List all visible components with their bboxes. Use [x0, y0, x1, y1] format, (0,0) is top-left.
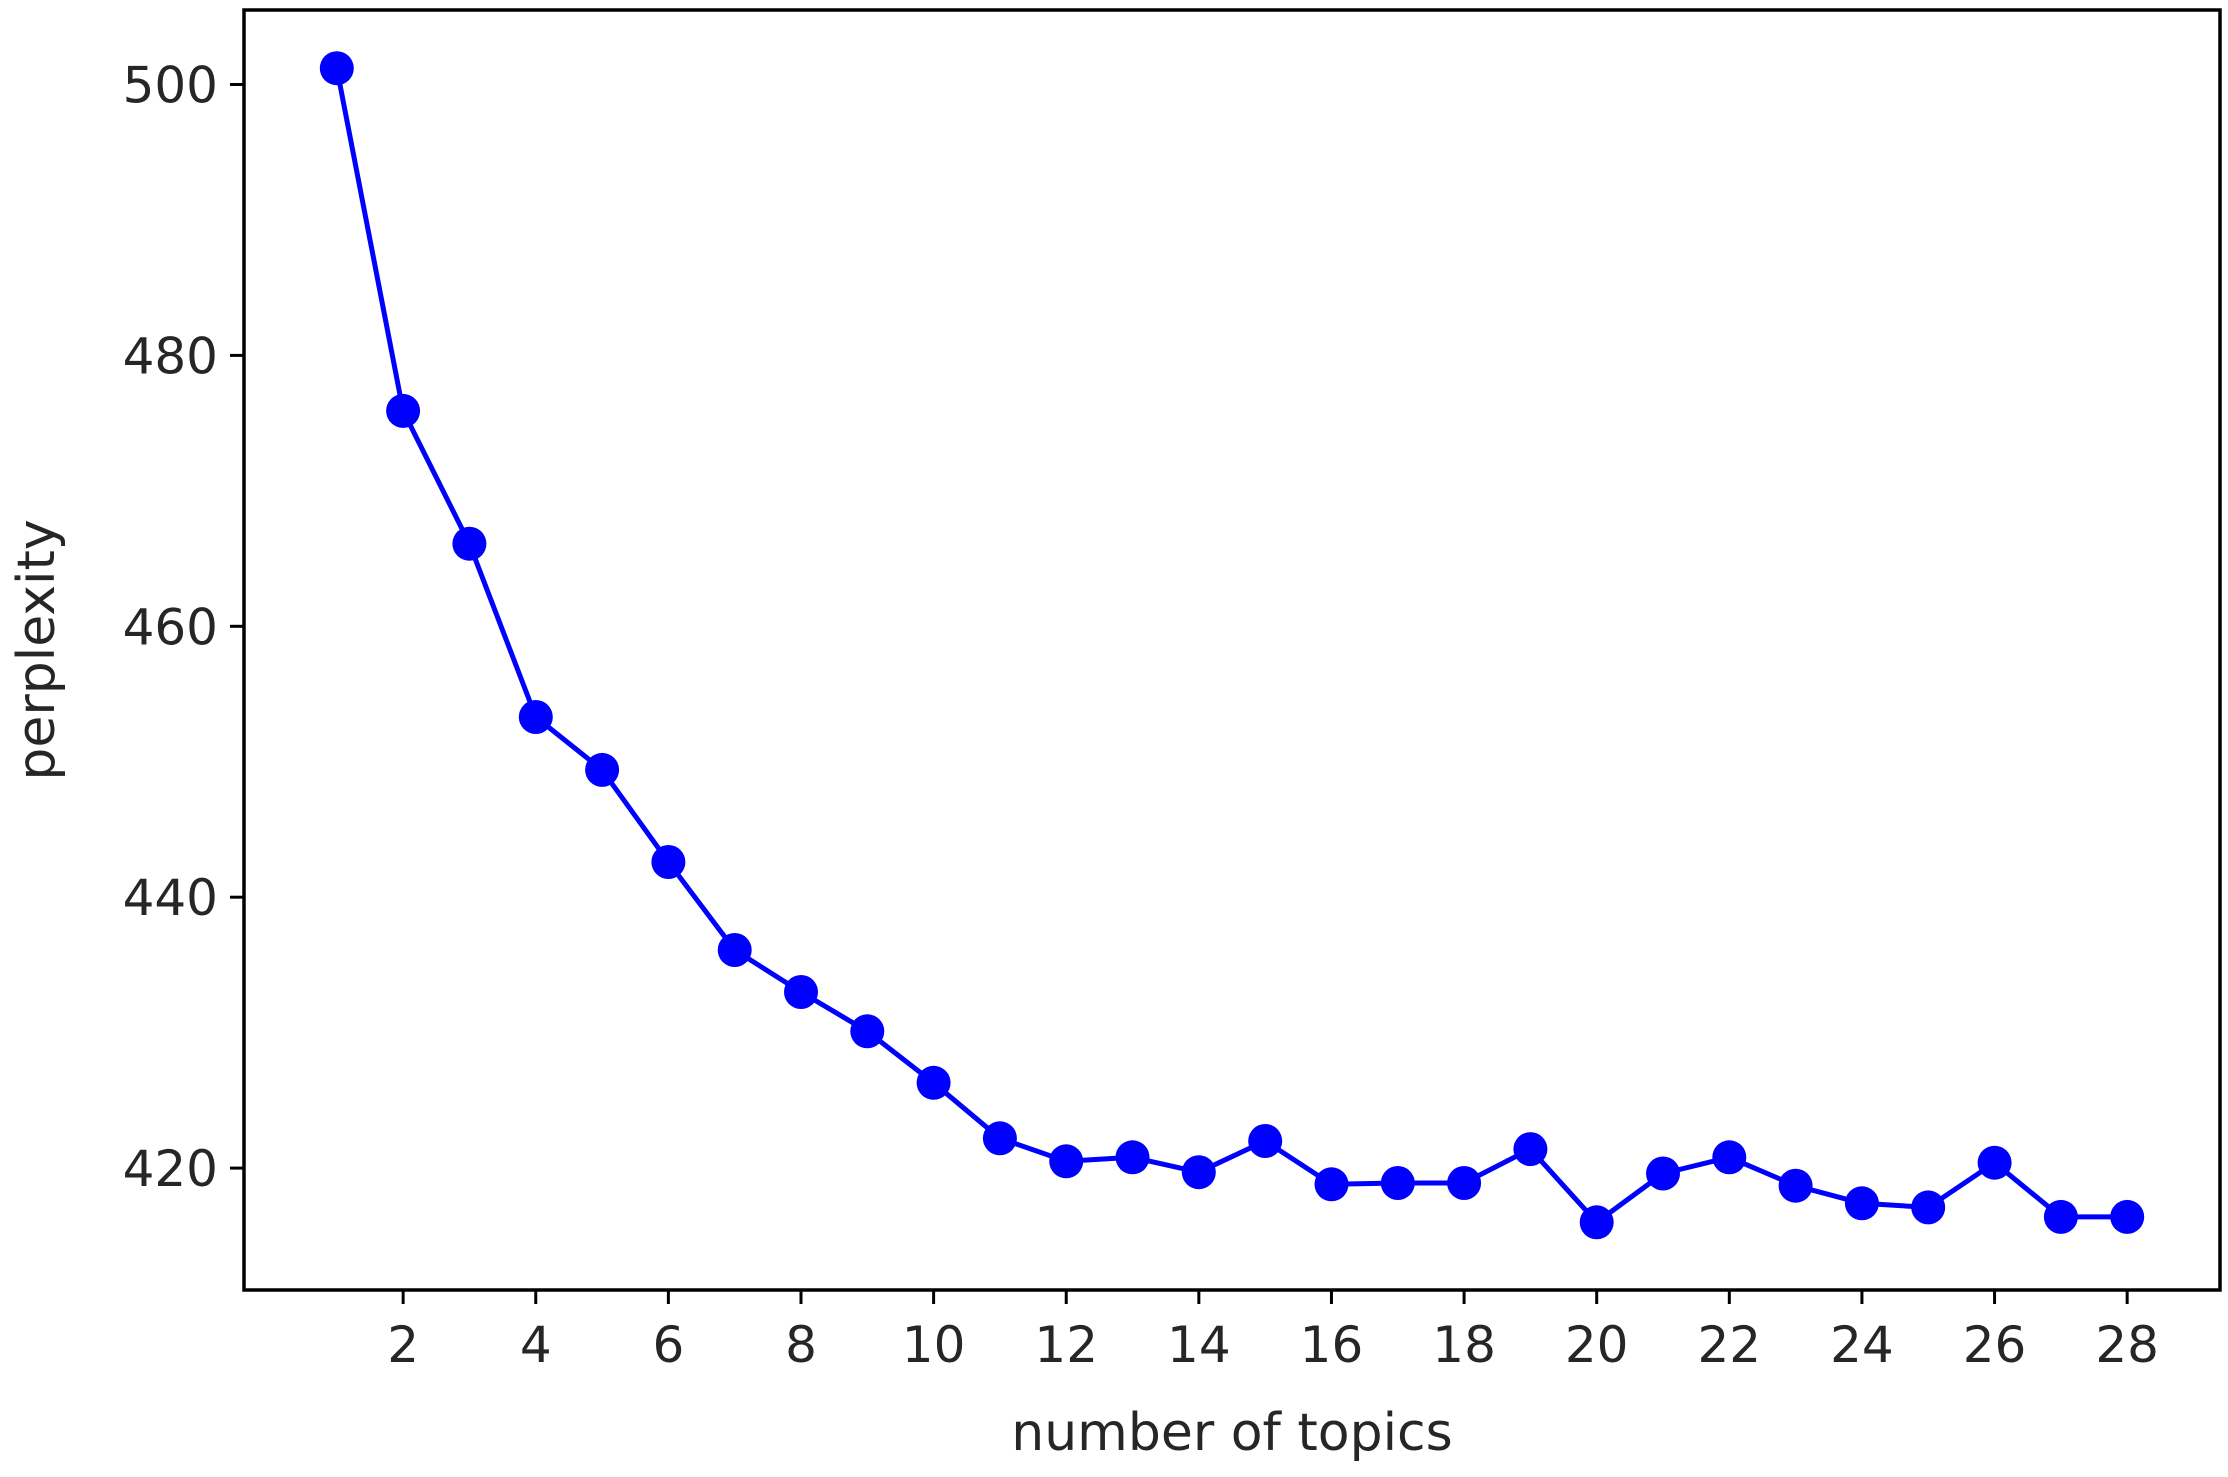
x-tick-label: 2 [387, 1316, 419, 1374]
data-point [651, 845, 686, 879]
x-tick-label: 28 [2095, 1316, 2159, 1374]
data-point [1181, 1155, 1216, 1190]
y-tick-label: 420 [123, 1140, 218, 1198]
data-point [1115, 1140, 1150, 1175]
x-tick-label: 20 [1565, 1316, 1629, 1374]
x-tick-label: 12 [1034, 1316, 1098, 1374]
data-point [2110, 1199, 2145, 1234]
x-tick-label: 6 [652, 1316, 684, 1374]
y-tick-label: 460 [123, 598, 218, 656]
data-point [916, 1065, 951, 1100]
data-point [850, 1014, 885, 1049]
data-point [784, 975, 818, 1009]
x-tick-label: 4 [520, 1316, 552, 1374]
y-axis-ticks: 420 440 460 480 500 [123, 56, 244, 1198]
x-tick-label: 22 [1698, 1316, 1762, 1374]
data-point [1911, 1190, 1946, 1225]
data-point [1712, 1140, 1747, 1175]
data-point [386, 393, 421, 428]
data-point [1447, 1166, 1482, 1200]
data-point [982, 1121, 1017, 1156]
data-point [1844, 1186, 1879, 1221]
x-axis-title: number of topics [1011, 1403, 1452, 1463]
plot-area-frame [242, 8, 2222, 1292]
data-point [1314, 1167, 1349, 1202]
y-tick-label: 480 [123, 327, 218, 385]
series-line [334, 67, 2128, 1225]
x-tick-label: 8 [785, 1316, 817, 1374]
series-points [319, 51, 2145, 1240]
x-axis-ticks: 2 4 6 8 10 12 14 16 18 20 22 24 26 28 [387, 1290, 2159, 1374]
x-tick-label: 10 [902, 1316, 966, 1374]
data-point [319, 51, 354, 86]
data-point [1778, 1168, 1813, 1203]
data-point [1049, 1144, 1084, 1179]
data-point [518, 700, 553, 734]
x-tick-label: 26 [1963, 1316, 2027, 1374]
x-tick-label: 24 [1830, 1316, 1894, 1374]
data-point [1248, 1124, 1283, 1158]
data-point [717, 933, 752, 967]
data-point [585, 752, 620, 787]
data-point [1380, 1166, 1415, 1200]
data-point [452, 526, 487, 561]
data-point [1977, 1145, 2012, 1180]
data-point [1579, 1205, 1614, 1240]
data-point [1646, 1156, 1680, 1191]
data-point [1513, 1132, 1548, 1167]
data-point [2043, 1199, 2078, 1234]
y-tick-label: 440 [123, 869, 218, 927]
x-tick-label: 18 [1432, 1316, 1496, 1374]
y-tick-label: 500 [123, 56, 218, 114]
y-axis-title: perplexity [7, 519, 67, 780]
x-tick-label: 16 [1300, 1316, 1364, 1374]
x-tick-label: 14 [1167, 1316, 1231, 1374]
